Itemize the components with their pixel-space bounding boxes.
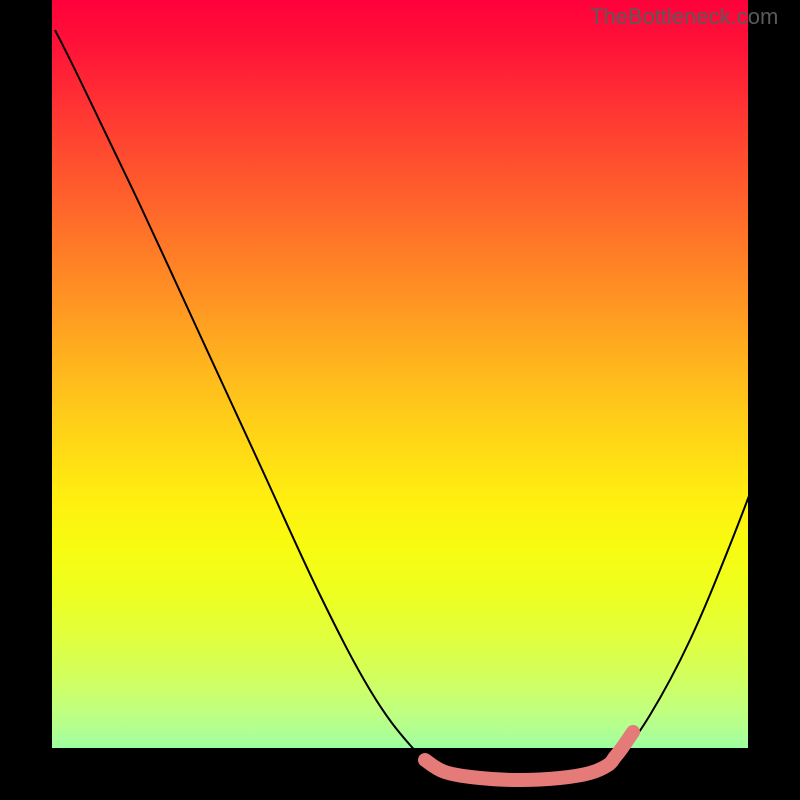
- frame-borders: [0, 0, 800, 800]
- chart-overlay: [0, 0, 800, 800]
- bottleneck-curve: [55, 30, 790, 780]
- watermark-text: TheBottleneck.com: [590, 4, 778, 30]
- chart-container: TheBottleneck.com: [0, 0, 800, 800]
